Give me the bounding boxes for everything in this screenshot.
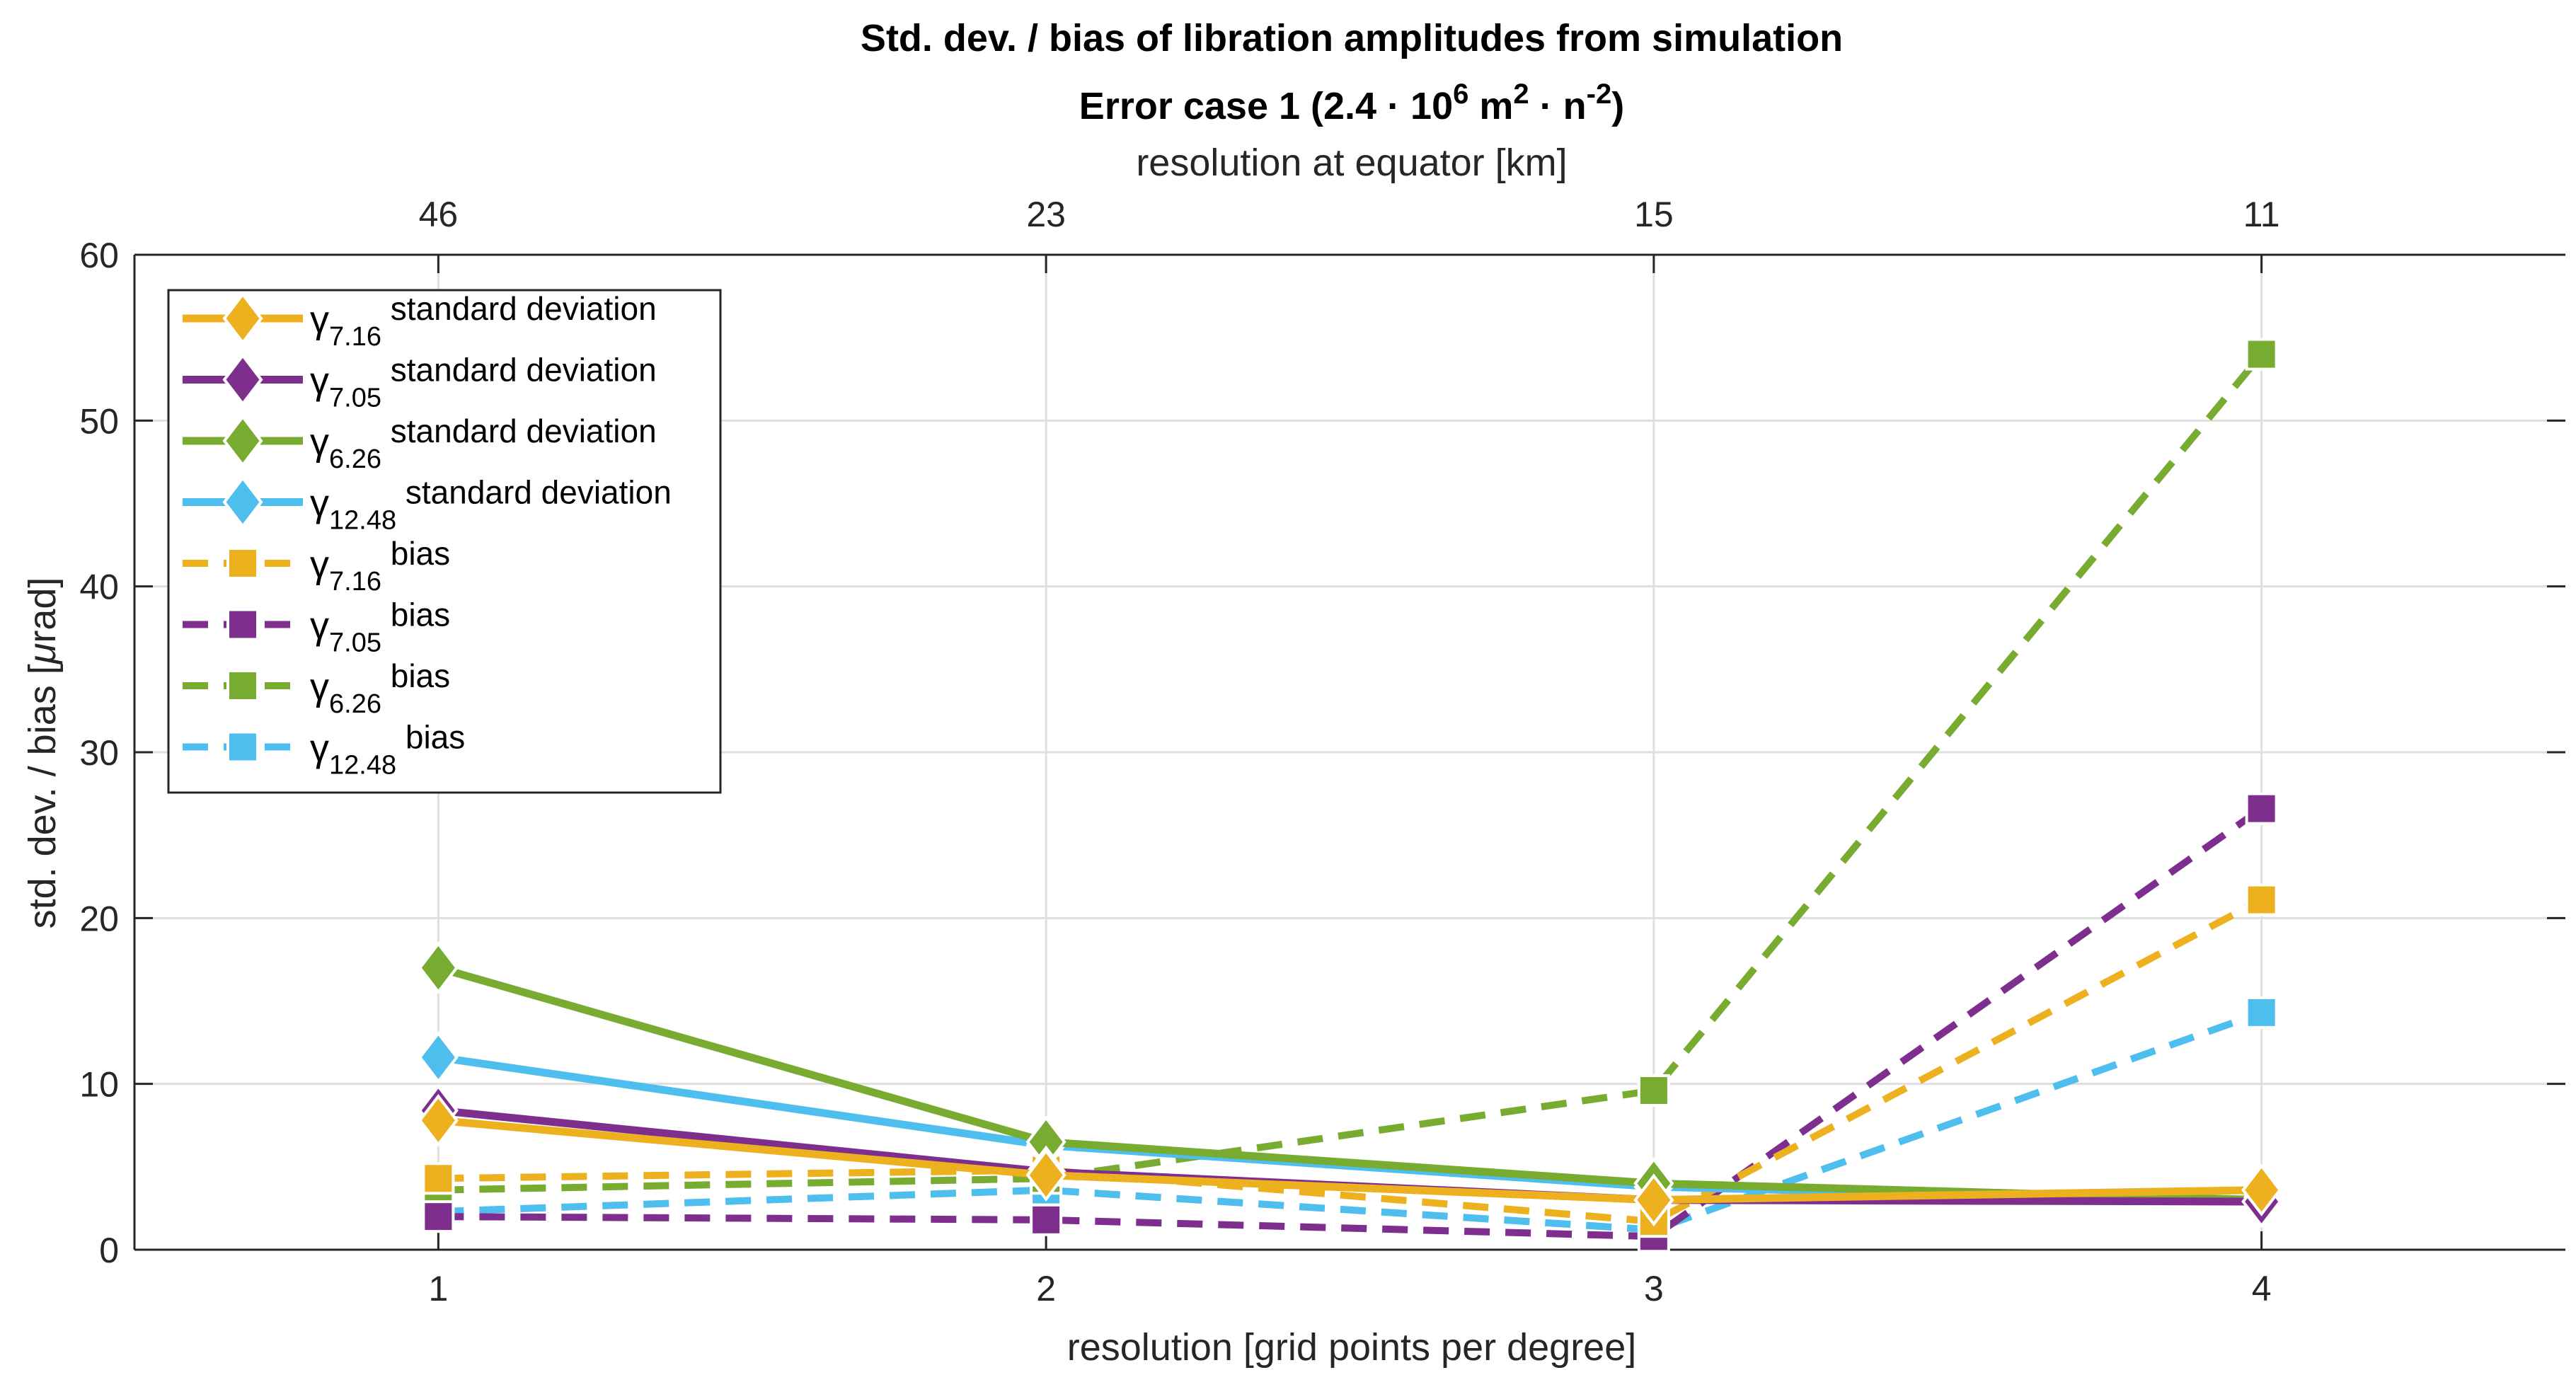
y-tick-label: 20 bbox=[79, 899, 119, 938]
x-tick-label: 4 bbox=[2252, 1269, 2272, 1308]
y-tick-label: 0 bbox=[99, 1231, 119, 1270]
legend-marker bbox=[222, 476, 263, 529]
series-line bbox=[438, 1009, 2263, 1233]
series-line bbox=[437, 1116, 2262, 1204]
legend-entry: γ12.48 bias bbox=[183, 719, 465, 781]
top-x-tick-label: 15 bbox=[1634, 195, 1674, 234]
series-diamond-7-16 bbox=[418, 1093, 2282, 1226]
x-tick-label: 1 bbox=[428, 1269, 448, 1308]
x-ticks: 1 2 3 4 bbox=[428, 1269, 2271, 1308]
series-line bbox=[438, 805, 2264, 1241]
legend-label: γ12.48 standard deviation bbox=[310, 474, 672, 536]
chart-subtitle: Error case 1 (2.4 · 106 m2 · n-2) bbox=[1079, 79, 1624, 127]
x-tick-label: 2 bbox=[1036, 1269, 1056, 1308]
data-point bbox=[2245, 883, 2278, 916]
data-point bbox=[418, 941, 459, 994]
data-point bbox=[1030, 1203, 1063, 1236]
legend-entry: γ7.16 bias bbox=[183, 535, 450, 597]
y-axis-label: std. dev. / bias [μrad] bbox=[21, 577, 64, 929]
data-point bbox=[2245, 792, 2278, 825]
y-ticks: 0 10 20 30 40 50 60 bbox=[79, 236, 119, 1270]
data-point bbox=[1633, 1173, 1674, 1226]
series-line bbox=[438, 352, 2265, 1194]
legend-entry: γ6.26 bias bbox=[183, 657, 450, 719]
y-tick-label: 50 bbox=[79, 401, 119, 441]
legend-entry: γ7.05 bias bbox=[183, 597, 450, 658]
axes bbox=[133, 253, 2565, 1251]
x-axis-label: resolution [grid points per degree] bbox=[1067, 1326, 1637, 1369]
y-tick-label: 10 bbox=[79, 1065, 119, 1105]
legend-label: γ6.26 bias bbox=[310, 657, 450, 719]
data-point bbox=[418, 1030, 459, 1084]
legend-entry: γ12.48 standard deviation bbox=[183, 474, 672, 536]
y-tick-label: 30 bbox=[79, 733, 119, 773]
legend-marker bbox=[222, 292, 263, 345]
series-line bbox=[438, 897, 2263, 1226]
data-point bbox=[1025, 1149, 1066, 1202]
data-point bbox=[422, 1200, 455, 1233]
y-tick-label: 40 bbox=[79, 568, 119, 607]
y-tick-label: 60 bbox=[79, 236, 119, 275]
legend-marker bbox=[226, 669, 259, 702]
top-axis-label: resolution at equator [km] bbox=[1136, 142, 1567, 184]
data-point bbox=[422, 1162, 455, 1195]
legend-marker bbox=[226, 608, 259, 641]
data-point bbox=[1637, 1074, 1670, 1107]
legend-marker bbox=[226, 547, 259, 580]
legend-box bbox=[167, 289, 722, 794]
legend-label: γ12.48 bias bbox=[310, 719, 465, 781]
x-tick-label: 3 bbox=[1644, 1269, 1664, 1308]
legend-label: γ7.16 bias bbox=[310, 535, 450, 597]
legend-entry: γ7.05 standard deviation bbox=[183, 352, 657, 413]
top-x-ticks: 46 23 15 11 bbox=[419, 195, 2280, 234]
legend-label: γ7.05 bias bbox=[310, 597, 450, 658]
data-point bbox=[2245, 996, 2278, 1029]
series-group bbox=[418, 338, 2282, 1253]
data-point bbox=[418, 1093, 459, 1147]
top-x-tick-label: 46 bbox=[419, 195, 459, 234]
legend-label: γ6.26 standard deviation bbox=[310, 413, 657, 474]
legend-entry: γ7.16 standard deviation bbox=[183, 290, 657, 352]
legend-label: γ7.05 standard deviation bbox=[310, 352, 657, 413]
legend-label: γ7.16 standard deviation bbox=[310, 290, 657, 352]
data-point bbox=[2241, 1163, 2282, 1216]
top-x-tick-label: 23 bbox=[1026, 195, 1066, 234]
legend-entry: γ6.26 standard deviation bbox=[183, 413, 657, 474]
data-point bbox=[2245, 338, 2278, 371]
legend-marker bbox=[226, 730, 259, 764]
chart-title: Std. dev. / bias of libration amplitudes… bbox=[861, 17, 1843, 59]
legend-marker bbox=[222, 414, 263, 468]
legend-marker bbox=[222, 353, 263, 406]
top-x-tick-label: 11 bbox=[2243, 195, 2280, 234]
